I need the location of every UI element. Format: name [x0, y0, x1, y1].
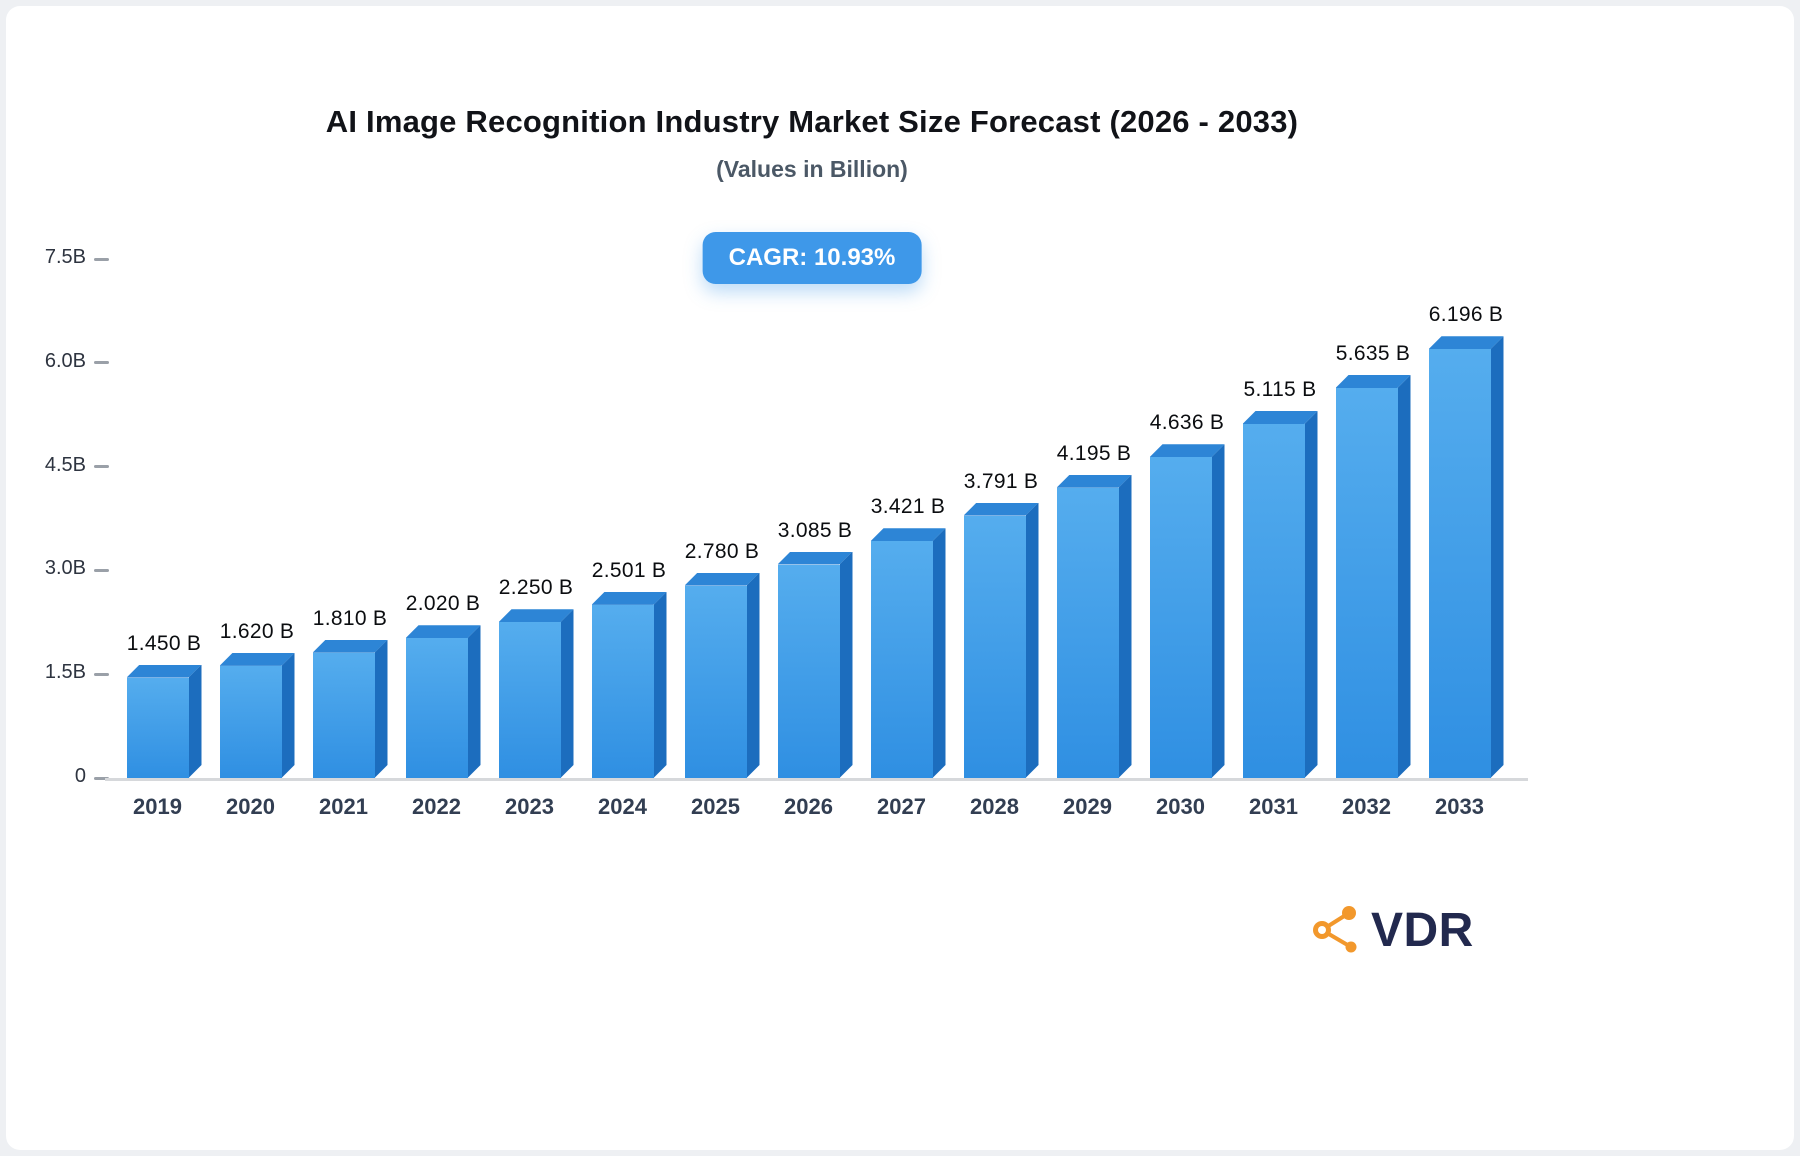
bar-2021	[312, 652, 375, 778]
bar-side-face-2024	[654, 592, 667, 778]
bar-top-face-2028	[964, 503, 1039, 516]
bar-2019	[126, 677, 189, 778]
bar-value-label-2025: 2.780 B	[684, 539, 760, 563]
bar-top-face-2029	[1057, 475, 1132, 488]
x-axis-baseline	[105, 778, 1528, 781]
bar-side-face-2025	[747, 573, 760, 778]
bar-2022	[405, 638, 468, 778]
bar-value-label-2027: 3.421 B	[870, 495, 946, 519]
x-axis-label-2030: 2030	[1156, 794, 1205, 819]
chart-card: AI Image Recognition Industry Market Siz…	[6, 6, 1794, 1150]
bar-value-label-2026: 3.085 B	[777, 518, 853, 542]
bar-top-face-2023	[499, 609, 574, 622]
x-axis-label-2024: 2024	[598, 794, 647, 819]
bar-side-face-2033	[1491, 336, 1504, 778]
bar-value-label-2020: 1.620 B	[219, 619, 295, 643]
network-nodes-icon	[1309, 902, 1365, 958]
bar-value-label-2032: 5.635 B	[1335, 342, 1411, 366]
bar-value-label-2023: 2.250 B	[498, 576, 574, 600]
bar-top-face-2033	[1429, 336, 1504, 349]
x-axis-label-2029: 2029	[1063, 794, 1112, 819]
x-axis-label-2021: 2021	[319, 794, 368, 819]
y-axis-tick-label: 3.0B	[44, 557, 86, 580]
logo-text: VDR	[1371, 903, 1474, 957]
x-axis-label-2031: 2031	[1249, 794, 1298, 819]
y-axis-tick-label: 1.5B	[44, 661, 86, 684]
chart-subtitle: (Values in Billion)	[716, 156, 908, 182]
bar-side-face-2030	[1212, 444, 1225, 778]
cagr-badge: CAGR: 10.93%	[702, 232, 922, 284]
bar-side-face-2023	[561, 609, 574, 778]
bar-top-face-2027	[871, 528, 946, 541]
bar-side-face-2027	[933, 528, 946, 778]
x-axis-label-2033: 2033	[1435, 794, 1484, 819]
bar-side-face-2022	[468, 625, 481, 778]
bar-value-label-2024: 2.501 B	[591, 558, 667, 582]
x-axis-label-2026: 2026	[784, 794, 833, 819]
bar-value-label-2021: 1.810 B	[312, 606, 388, 630]
bar-value-label-2029: 4.195 B	[1056, 441, 1132, 465]
x-axis-label-2019: 2019	[133, 794, 182, 819]
y-axis-tick-mark	[94, 776, 109, 780]
y-axis-tick-label: 7.5B	[44, 246, 86, 268]
bar-2023	[498, 622, 561, 778]
bar-side-face-2032	[1398, 375, 1411, 778]
x-axis-label-2032: 2032	[1342, 794, 1391, 819]
bar-side-face-2031	[1305, 411, 1318, 778]
x-axis-label-2025: 2025	[691, 794, 740, 819]
bar-top-face-2021	[313, 640, 388, 653]
bar-2029	[1056, 487, 1119, 778]
bar-top-face-2020	[220, 653, 295, 666]
bar-2028	[963, 515, 1026, 778]
bar-top-face-2031	[1243, 411, 1318, 424]
y-axis-tick-label: 6.0B	[44, 349, 86, 372]
x-axis-label-2020: 2020	[226, 794, 275, 819]
bar-2026	[777, 564, 840, 778]
vdr-logo: VDR	[1309, 902, 1474, 958]
y-axis-tick-mark	[94, 568, 109, 572]
chart-title: AI Image Recognition Industry Market Siz…	[325, 104, 1299, 139]
y-axis-tick-label: 4.5B	[44, 453, 86, 476]
bar-chart-plot-area: 7.5B 6.0B 4.5B 3.0B 1.5B 0 1.450 B 2019 1.620 B 2…	[6, 6, 1794, 1150]
x-axis-label-2028: 2028	[970, 794, 1019, 819]
bar-top-face-2022	[406, 625, 481, 638]
bar-side-face-2021	[375, 640, 388, 778]
bar-2024	[591, 604, 654, 778]
bar-value-label-2030: 4.636 B	[1149, 411, 1225, 435]
y-axis-tick-mark	[94, 257, 109, 261]
bar-2031	[1242, 424, 1305, 778]
bar-top-face-2032	[1336, 375, 1411, 388]
x-axis-label-2023: 2023	[505, 794, 554, 819]
bar-value-label-2033: 6.196 B	[1428, 303, 1504, 327]
bar-2025	[684, 585, 747, 778]
bar-top-face-2030	[1150, 444, 1225, 457]
bar-side-face-2028	[1026, 503, 1039, 778]
bar-top-face-2025	[685, 573, 760, 586]
y-axis-tick-mark	[94, 361, 109, 365]
bar-value-label-2028: 3.791 B	[963, 469, 1039, 493]
bar-2020	[219, 665, 282, 778]
bar-value-label-2031: 5.115 B	[1243, 378, 1317, 402]
x-axis-label-2022: 2022	[412, 794, 461, 819]
bar-side-face-2026	[840, 552, 853, 778]
bar-top-face-2024	[592, 592, 667, 605]
x-axis-label-2027: 2027	[877, 794, 926, 819]
y-axis-tick-mark	[94, 672, 109, 676]
bar-top-face-2026	[778, 552, 853, 565]
bar-top-face-2019	[127, 665, 202, 678]
bar-2027	[870, 541, 933, 778]
bar-value-label-2022: 2.020 B	[405, 592, 481, 616]
bar-value-label-2019: 1.450 B	[126, 631, 202, 655]
bar-side-face-2020	[282, 653, 295, 778]
bar-side-face-2019	[189, 665, 202, 778]
bar-2033	[1428, 349, 1491, 778]
bar-2032	[1335, 388, 1398, 778]
y-axis-tick-label: 0	[74, 765, 86, 787]
bar-side-face-2029	[1119, 475, 1132, 778]
bar-2030	[1149, 457, 1212, 778]
y-axis-tick-mark	[94, 465, 109, 469]
